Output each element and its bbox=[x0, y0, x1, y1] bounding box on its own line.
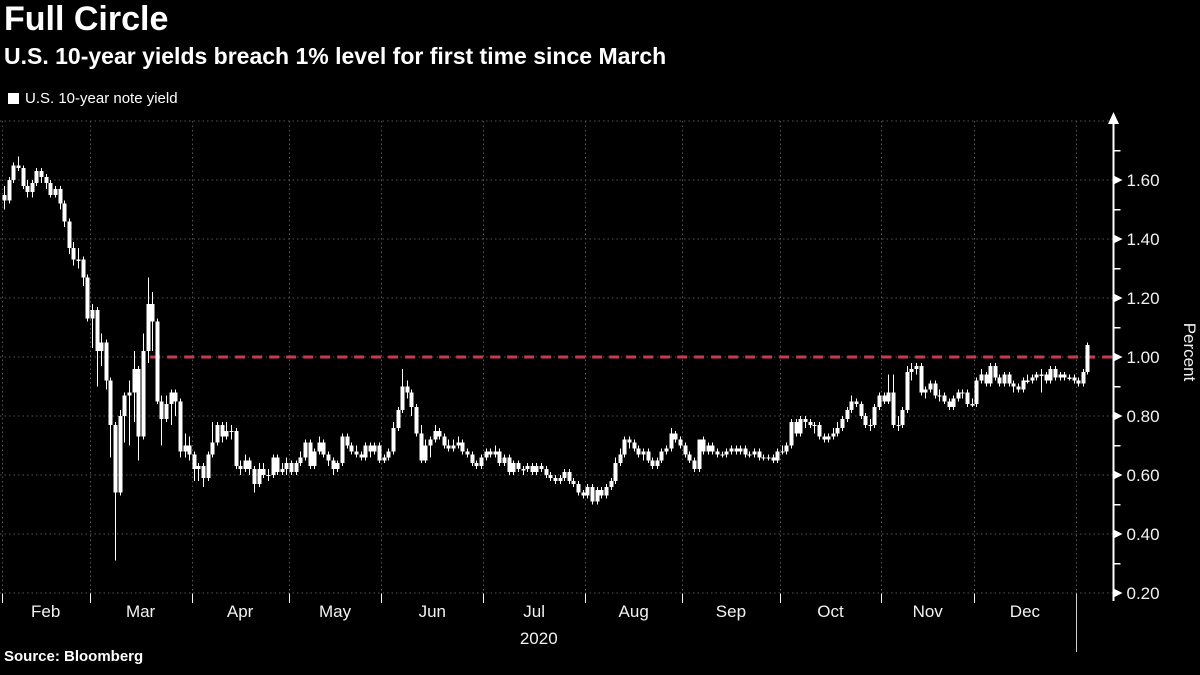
x-axis-month-label: Mar bbox=[126, 602, 156, 621]
y-axis-tick-label: 0.80 bbox=[1127, 407, 1160, 426]
y-axis-tick-label: 1.40 bbox=[1127, 230, 1160, 249]
x-axis-month-label: Oct bbox=[817, 602, 844, 621]
y-axis-tick-label: 0.40 bbox=[1127, 525, 1160, 544]
x-axis-month-label: Jul bbox=[523, 602, 545, 621]
x-axis-month-label: Jun bbox=[419, 602, 446, 621]
y-axis-tick-label: 1.20 bbox=[1127, 289, 1160, 308]
source-label: Source: Bloomberg bbox=[4, 648, 144, 665]
x-axis-month-label: Feb bbox=[31, 602, 60, 621]
legend-swatch-icon bbox=[8, 93, 19, 104]
x-axis-month-label: Nov bbox=[913, 602, 944, 621]
x-axis-month-label: Aug bbox=[619, 602, 649, 621]
x-axis-month-label: Apr bbox=[227, 602, 254, 621]
page-subtitle: U.S. 10-year yields breach 1% level for … bbox=[4, 43, 667, 69]
axis-arrow-icon bbox=[1108, 112, 1119, 124]
legend: U.S. 10-year note yield bbox=[8, 90, 178, 107]
y-axis-tick-label: 0.20 bbox=[1127, 584, 1160, 603]
x-axis-month-label: Dec bbox=[1010, 602, 1041, 621]
y-axis: 0.20 0.40 0.60 0.80 1.00 1.20 1.40 1.60 bbox=[1108, 112, 1160, 603]
candles bbox=[2, 156, 1090, 561]
x-axis-month-label: Sep bbox=[716, 602, 746, 621]
y-axis-tick-label: 1.60 bbox=[1127, 171, 1160, 190]
y-axis-title: Percent bbox=[1180, 323, 1199, 382]
page-title: Full Circle bbox=[4, 0, 169, 38]
x-axis-month-label: May bbox=[319, 602, 352, 621]
legend-label: U.S. 10-year note yield bbox=[25, 90, 178, 107]
x-axis-year-label: 2020 bbox=[520, 629, 558, 648]
y-axis-tick-label: 0.60 bbox=[1127, 466, 1160, 485]
y-axis-tick-label: 1.00 bbox=[1127, 348, 1160, 367]
